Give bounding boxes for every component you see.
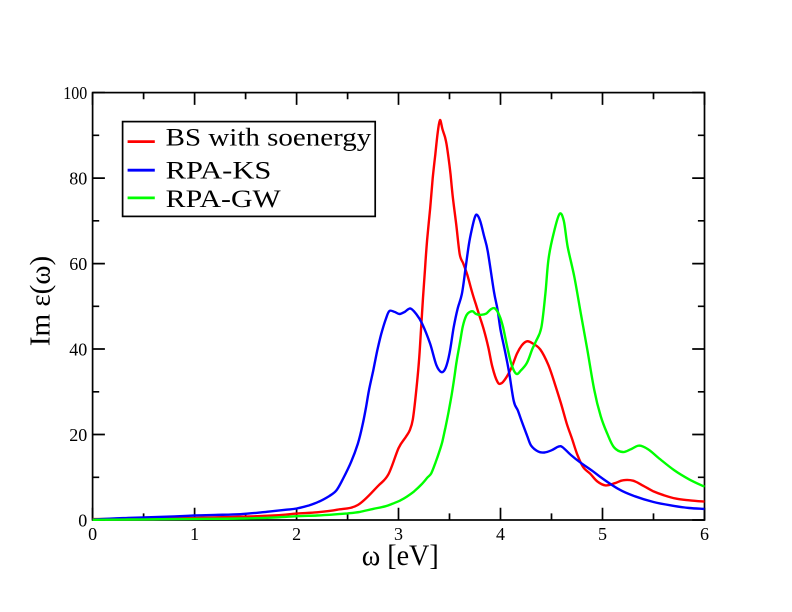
svg-text:1: 1 <box>190 524 199 544</box>
svg-text:6: 6 <box>700 524 709 544</box>
svg-text:5: 5 <box>598 524 607 544</box>
svg-text:80: 80 <box>69 169 87 189</box>
svg-text:0: 0 <box>78 510 87 530</box>
svg-text:2: 2 <box>292 524 301 544</box>
svg-text:0: 0 <box>88 524 97 544</box>
svg-text:BS with soenergy: BS with soenergy <box>166 125 372 152</box>
svg-text:4: 4 <box>496 524 505 544</box>
svg-text:RPA-KS: RPA-KS <box>166 158 272 185</box>
svg-text:20: 20 <box>69 425 87 445</box>
svg-text:60: 60 <box>69 254 87 274</box>
svg-text:ω [eV]: ω [eV] <box>362 540 439 572</box>
svg-text:3: 3 <box>394 524 403 544</box>
svg-text:Im ε(ω): Im ε(ω) <box>25 256 56 346</box>
svg-text:40: 40 <box>69 339 87 359</box>
svg-text:100: 100 <box>63 83 87 103</box>
svg-text:RPA-GW: RPA-GW <box>166 186 281 213</box>
